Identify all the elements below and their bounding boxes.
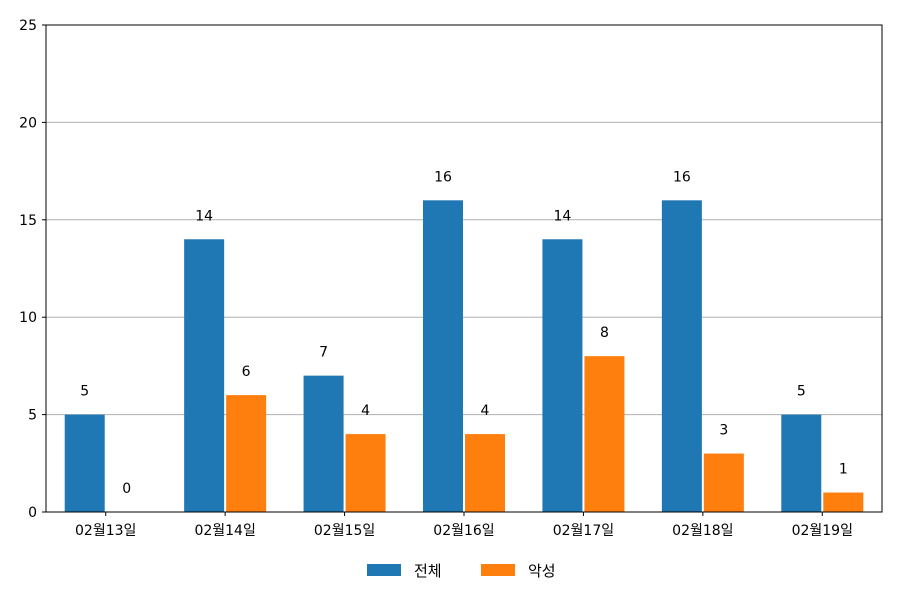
y-tick-label: 20: [19, 115, 37, 131]
data-label: 4: [481, 403, 490, 419]
y-tick-label: 0: [28, 505, 37, 521]
legend-label: 악성: [528, 562, 556, 580]
x-tick-label: 02월17일: [553, 523, 614, 539]
data-label: 16: [434, 169, 452, 185]
data-label: 7: [319, 345, 328, 361]
y-tick-label: 10: [19, 310, 37, 326]
x-tick-label: 02월14일: [194, 523, 255, 539]
bar-total: [184, 239, 225, 512]
bar-malicious: [465, 434, 505, 512]
bars: [64, 200, 864, 512]
x-tick-label: 02월18일: [672, 523, 733, 539]
data-label: 3: [719, 423, 728, 439]
plot-frame: [45, 24, 883, 513]
x-tick-label: 02월16일: [433, 523, 494, 539]
data-label: 4: [361, 403, 370, 419]
bar-malicious: [226, 395, 267, 512]
bar-total: [64, 414, 105, 512]
bar-malicious: [703, 453, 744, 512]
bar-total: [423, 200, 463, 512]
data-label: 5: [797, 384, 806, 400]
legend-swatch: [367, 564, 401, 576]
data-label: 16: [673, 169, 691, 185]
data-label: 14: [554, 208, 572, 224]
data-label: 14: [195, 208, 213, 224]
legend-swatch: [481, 564, 515, 576]
y-tick-label: 5: [28, 408, 37, 424]
bar-malicious: [823, 492, 864, 512]
data-label: 1: [839, 462, 848, 478]
legend-label: 전체: [414, 562, 442, 580]
x-tick-label: 02월19일: [792, 523, 853, 539]
data-labels: 5 0 14 6 7 4 16 4 14 8 16 3 5 1: [80, 169, 847, 497]
data-label: 0: [122, 481, 131, 497]
bar-total: [661, 200, 702, 512]
data-label: 5: [80, 384, 89, 400]
grid-lines: [46, 121, 882, 416]
bar-total: [542, 239, 583, 512]
y-tick-label: 15: [19, 213, 37, 229]
x-tick-label: 02월15일: [314, 523, 375, 539]
bar-total: [303, 375, 344, 512]
y-tick-label: 25: [19, 18, 37, 34]
legend: 전체 악성: [367, 562, 556, 580]
bar-malicious: [584, 356, 625, 512]
bar-total: [781, 414, 822, 512]
x-tick-label: 02월13일: [75, 523, 136, 539]
data-label: 8: [600, 325, 609, 341]
data-label: 6: [242, 364, 251, 380]
bar-malicious: [345, 434, 386, 512]
